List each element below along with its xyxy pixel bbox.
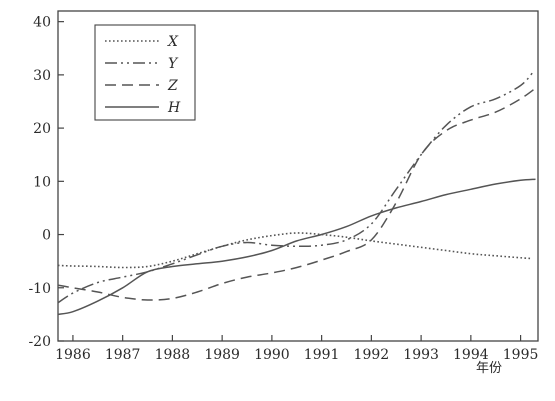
series-line-h [57, 178, 536, 316]
x-tick-label: 1987 [105, 347, 141, 363]
x-tick-label: 1995 [503, 347, 539, 363]
axis-ticks-group: -20 -10 0 10 20 30 40 1986 1987 1988 1989 1990 1991 1… [28, 15, 538, 363]
series-line-y [57, 71, 534, 304]
x-tick-label: 1994 [453, 347, 489, 363]
y-tick-label: 20 [33, 121, 51, 137]
y-tick-label: -20 [28, 334, 51, 350]
y-tick-label: 0 [42, 228, 51, 244]
x-tick-label: 1993 [403, 347, 439, 363]
x-tick-label: 1991 [304, 347, 340, 363]
x-axis-label: 年份 [476, 361, 502, 376]
x-tick-label: 1986 [55, 347, 91, 363]
legend-label-x: X [167, 34, 179, 50]
plot-frame-group [57, 10, 539, 342]
series-line-x [57, 232, 531, 269]
series-group [57, 71, 536, 316]
y-tick-label: -10 [28, 281, 51, 297]
legend-label-y: Y [168, 56, 179, 72]
x-tick-label: 1990 [254, 347, 290, 363]
y-tick-label: 40 [33, 15, 51, 31]
y-tick-label: 30 [33, 68, 51, 84]
x-tick-label: 1989 [204, 347, 240, 363]
plot-border [57, 10, 539, 342]
y-tick-label: 10 [33, 174, 51, 190]
legend-label-z: Z [167, 78, 178, 94]
x-tick-label: 1988 [155, 347, 191, 363]
x-tick-label: 1992 [354, 347, 390, 363]
series-line-z [57, 87, 536, 301]
legend-label-h: H [167, 100, 181, 116]
